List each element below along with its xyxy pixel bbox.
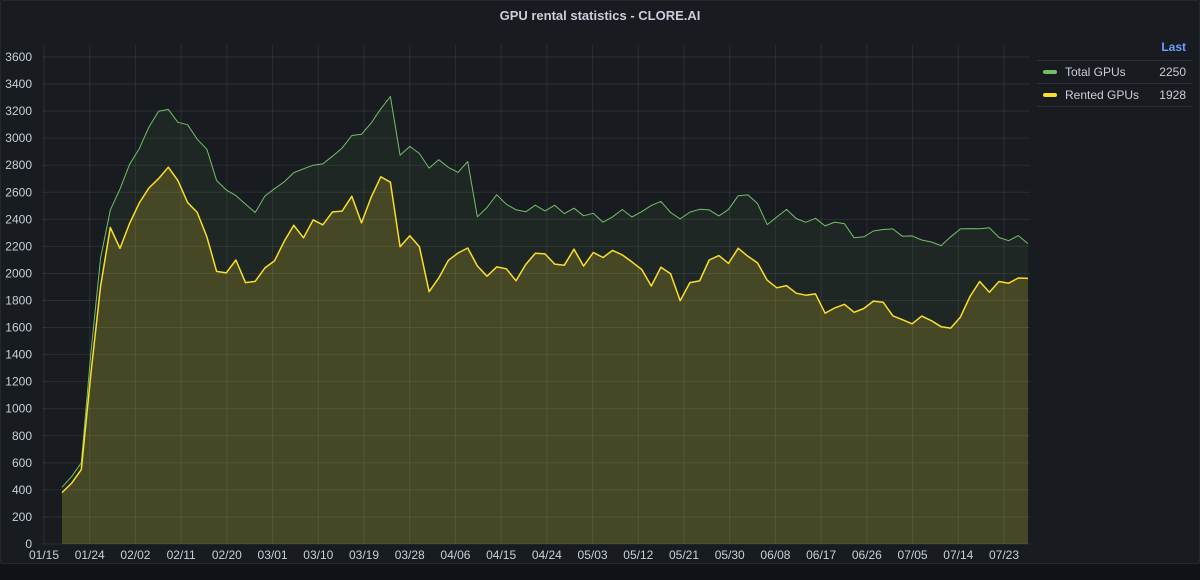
legend-item-total-gpus[interactable]: Total GPUs 2250 (1037, 60, 1192, 83)
svg-text:02/11: 02/11 (167, 548, 196, 562)
legend: Last Total GPUs 2250 Rented GPUs 1928 (1037, 36, 1192, 107)
svg-text:1000: 1000 (5, 402, 32, 416)
svg-text:1800: 1800 (5, 294, 32, 308)
x-axis: 01/15 01/24 02/02 02/11 02/20 03/01 03/10 03/19… (29, 548, 1019, 562)
total-gpus-line[interactable] (61, 96, 1029, 488)
svg-text:02/02: 02/02 (120, 548, 150, 562)
grid-lines (42, 45, 1030, 545)
time-series-chart: 0 200 400 600 800 1000 1200 1400 1600 1800 2000 220… (5, 45, 1030, 562)
svg-text:06/17: 06/17 (806, 548, 836, 562)
svg-text:05/12: 05/12 (623, 548, 653, 562)
svg-text:06/08: 06/08 (760, 548, 790, 562)
svg-text:1400: 1400 (5, 348, 32, 362)
svg-text:04/24: 04/24 (532, 548, 562, 562)
svg-text:03/28: 03/28 (395, 548, 425, 562)
svg-text:2000: 2000 (5, 266, 32, 280)
svg-text:400: 400 (12, 483, 32, 497)
svg-text:2400: 2400 (5, 212, 32, 226)
svg-text:05/03: 05/03 (578, 548, 608, 562)
svg-text:04/15: 04/15 (486, 548, 516, 562)
svg-text:03/19: 03/19 (349, 548, 379, 562)
legend-item-value: 2250 (1159, 65, 1186, 79)
svg-text:3000: 3000 (5, 131, 32, 145)
rented-gpus-line[interactable] (61, 166, 1029, 494)
rented-gpus-area (62, 167, 1028, 544)
svg-text:1600: 1600 (5, 321, 32, 335)
svg-text:04/06: 04/06 (440, 548, 470, 562)
legend-header-last[interactable]: Last (1161, 40, 1186, 54)
svg-text:200: 200 (12, 510, 32, 524)
svg-text:07/14: 07/14 (943, 548, 973, 562)
svg-text:02/20: 02/20 (212, 548, 242, 562)
total-gpus-color-swatch-icon (1043, 70, 1057, 74)
rented-gpus-color-swatch-icon (1043, 93, 1057, 97)
series-layer[interactable] (61, 96, 1029, 545)
svg-text:05/21: 05/21 (669, 548, 699, 562)
svg-text:1200: 1200 (5, 375, 32, 389)
svg-text:03/01: 03/01 (258, 548, 288, 562)
legend-item-value: 1928 (1159, 88, 1186, 102)
svg-text:05/30: 05/30 (715, 548, 745, 562)
svg-text:2800: 2800 (5, 158, 32, 172)
svg-text:01/15: 01/15 (29, 548, 59, 562)
svg-text:0: 0 (25, 537, 32, 551)
legend-item-rented-gpus[interactable]: Rented GPUs 1928 (1037, 83, 1192, 107)
y-axis: 0 200 400 600 800 1000 1200 1400 1600 1800 2000 220… (5, 50, 32, 551)
legend-item-label: Rented GPUs (1065, 88, 1140, 102)
svg-text:3400: 3400 (5, 77, 32, 91)
svg-text:03/10: 03/10 (303, 548, 333, 562)
svg-text:3600: 3600 (5, 50, 32, 64)
panel-title: GPU rental statistics - CLORE.AI (499, 8, 701, 23)
svg-text:2600: 2600 (5, 185, 32, 199)
svg-text:07/23: 07/23 (989, 548, 1019, 562)
total-gpus-area (62, 96, 1028, 544)
svg-text:2200: 2200 (5, 239, 32, 253)
svg-text:800: 800 (12, 429, 32, 443)
bottom-strip (0, 564, 1200, 580)
legend-item-label: Total GPUs (1065, 65, 1126, 79)
svg-text:07/05: 07/05 (898, 548, 928, 562)
svg-text:600: 600 (12, 456, 32, 470)
svg-text:3200: 3200 (5, 104, 32, 118)
svg-text:01/24: 01/24 (75, 548, 105, 562)
svg-text:06/26: 06/26 (852, 548, 882, 562)
